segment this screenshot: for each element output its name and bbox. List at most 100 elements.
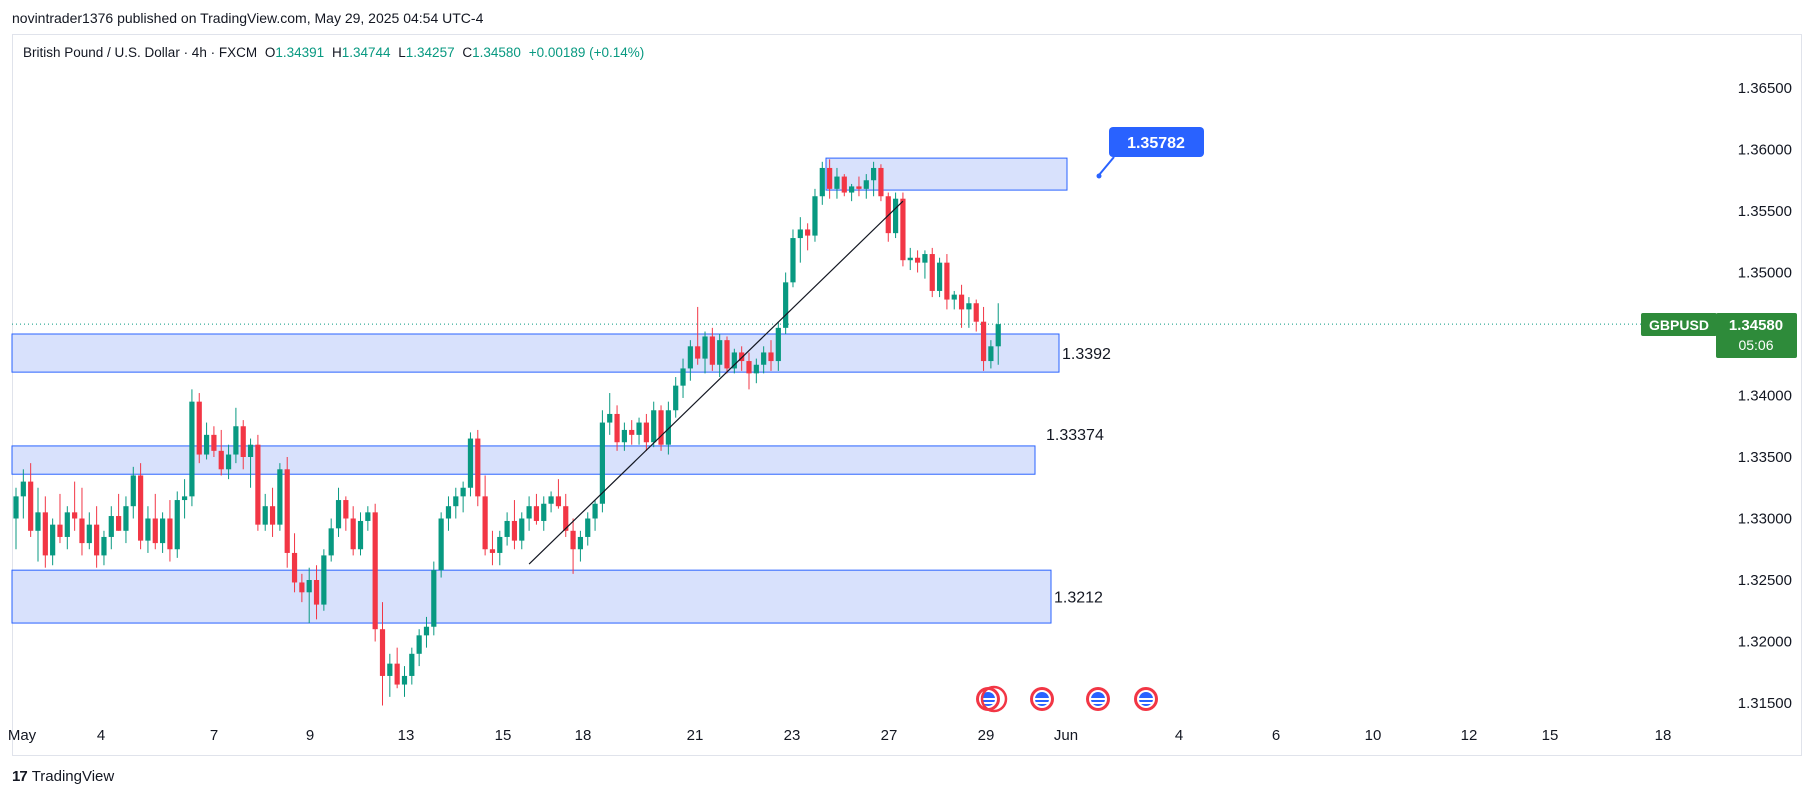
us-event-flag-icon[interactable] xyxy=(1030,687,1054,711)
candle[interactable] xyxy=(863,174,869,199)
candle[interactable] xyxy=(423,616,430,648)
candle[interactable] xyxy=(445,496,452,531)
trendline[interactable] xyxy=(528,200,904,565)
candle[interactable] xyxy=(973,299,979,332)
candle[interactable] xyxy=(702,331,708,374)
candle[interactable] xyxy=(453,487,459,519)
candle[interactable] xyxy=(108,506,114,550)
candle[interactable] xyxy=(482,475,488,556)
candle[interactable] xyxy=(966,297,972,328)
candle[interactable] xyxy=(299,573,305,603)
candle[interactable] xyxy=(262,493,268,531)
candle[interactable] xyxy=(944,254,950,310)
candle[interactable] xyxy=(914,250,921,273)
candle[interactable] xyxy=(394,647,400,689)
candle[interactable] xyxy=(467,432,474,497)
candle[interactable] xyxy=(739,346,745,371)
candle[interactable] xyxy=(438,512,444,578)
candle[interactable] xyxy=(958,284,965,328)
candle[interactable] xyxy=(878,164,884,202)
candle[interactable] xyxy=(643,413,649,451)
candle[interactable] xyxy=(101,530,107,566)
candle[interactable] xyxy=(321,549,327,611)
candle[interactable] xyxy=(783,272,789,335)
candle[interactable] xyxy=(951,290,957,310)
candle[interactable] xyxy=(130,466,136,519)
candle[interactable] xyxy=(511,500,518,550)
candle[interactable] xyxy=(614,405,620,451)
candle[interactable] xyxy=(570,518,576,574)
candle[interactable] xyxy=(379,602,386,706)
candle[interactable] xyxy=(174,491,180,558)
zone-rect[interactable] xyxy=(11,445,1036,475)
candle[interactable] xyxy=(35,487,41,562)
tradingview-logo[interactable]: 17 TradingView xyxy=(12,768,114,785)
candle[interactable] xyxy=(291,533,298,593)
candle[interactable] xyxy=(167,500,173,562)
candle[interactable] xyxy=(306,567,312,624)
candle[interactable] xyxy=(372,503,378,642)
candle[interactable] xyxy=(819,161,825,205)
candle[interactable] xyxy=(900,192,906,267)
candle[interactable] xyxy=(790,229,796,288)
candle[interactable] xyxy=(416,629,422,667)
candle[interactable] xyxy=(533,493,540,525)
candle[interactable] xyxy=(218,429,224,476)
candle[interactable] xyxy=(365,506,371,531)
candle[interactable] xyxy=(893,192,899,239)
candle[interactable] xyxy=(313,565,320,620)
candle[interactable] xyxy=(775,321,781,371)
candle[interactable] xyxy=(160,512,166,553)
candle[interactable] xyxy=(350,506,356,556)
candle[interactable] xyxy=(335,487,342,537)
candle[interactable] xyxy=(42,496,48,568)
candle[interactable] xyxy=(28,463,34,537)
candle[interactable] xyxy=(871,161,877,197)
candle[interactable] xyxy=(240,420,246,470)
candle[interactable] xyxy=(651,401,657,448)
candle[interactable] xyxy=(20,469,26,519)
candle[interactable] xyxy=(621,422,627,451)
candle[interactable] xyxy=(255,434,261,531)
us-event-flag-icon[interactable] xyxy=(1086,687,1110,711)
candle[interactable] xyxy=(203,422,210,460)
candle[interactable] xyxy=(907,247,913,271)
candle[interactable] xyxy=(72,481,78,531)
candle[interactable] xyxy=(717,334,723,378)
zone-rect[interactable] xyxy=(11,333,1060,373)
candle[interactable] xyxy=(585,512,591,546)
candle[interactable] xyxy=(196,393,202,464)
candle[interactable] xyxy=(211,426,217,457)
us-event-flag-icon[interactable] xyxy=(976,685,1008,713)
candle[interactable] xyxy=(277,463,283,531)
candle[interactable] xyxy=(687,340,693,381)
candle[interactable] xyxy=(431,561,437,636)
candle[interactable] xyxy=(695,306,701,365)
candle[interactable] xyxy=(541,496,547,531)
candle[interactable] xyxy=(797,217,803,263)
candle[interactable] xyxy=(980,306,987,371)
candle[interactable] xyxy=(343,496,349,531)
candle[interactable] xyxy=(841,174,847,197)
candle[interactable] xyxy=(607,393,613,435)
candle[interactable] xyxy=(475,429,481,507)
candle[interactable] xyxy=(592,500,598,531)
candle[interactable] xyxy=(504,512,510,546)
candle[interactable] xyxy=(357,512,364,556)
candle[interactable] xyxy=(629,420,635,445)
candle[interactable] xyxy=(489,530,496,566)
candle[interactable] xyxy=(577,530,584,562)
candle[interactable] xyxy=(328,518,334,562)
candle[interactable] xyxy=(753,358,759,384)
candle[interactable] xyxy=(768,340,774,371)
candle[interactable] xyxy=(827,159,833,199)
candle[interactable] xyxy=(936,257,943,298)
candle[interactable] xyxy=(995,303,1001,365)
candle[interactable] xyxy=(247,438,254,488)
candle[interactable] xyxy=(189,389,195,507)
candle[interactable] xyxy=(724,336,730,374)
candle[interactable] xyxy=(526,496,532,531)
candle[interactable] xyxy=(86,512,92,550)
price-callout[interactable]: 1.35782 xyxy=(1096,127,1205,179)
